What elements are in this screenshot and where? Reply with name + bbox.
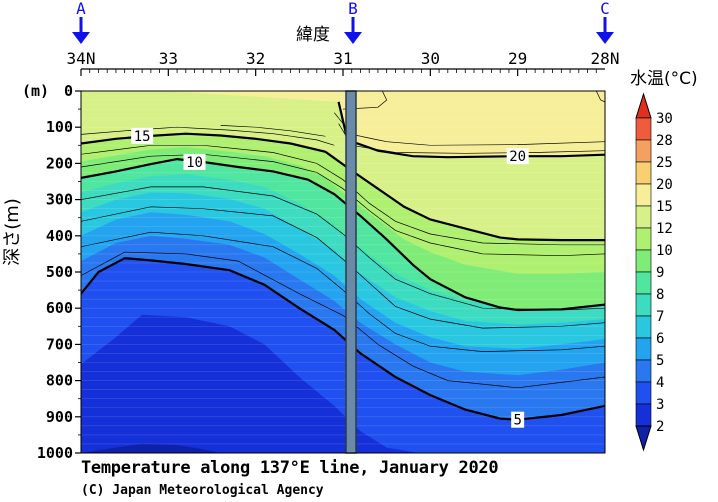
isotherm-5 xyxy=(81,257,605,421)
station-arrow-head-A xyxy=(72,32,90,44)
colorbar-level-label: 15 xyxy=(656,199,673,215)
isotherm-label-5: 5 xyxy=(513,413,521,429)
isotherm-label-bg-20 xyxy=(506,148,529,165)
colorbar-swatch xyxy=(635,249,652,273)
colorbar-bottom-arrow xyxy=(635,425,652,452)
isotherm-label-20: 20 xyxy=(509,149,526,165)
station-b-column xyxy=(345,90,357,454)
isotherm-thin-edge xyxy=(595,91,605,103)
lat-tick-label: 32 xyxy=(246,49,265,68)
station-label-B: B xyxy=(348,0,358,18)
station-label-C: C xyxy=(600,0,610,18)
colorbar-swatch xyxy=(635,359,652,383)
isotherm-label-bg-15 xyxy=(131,127,154,144)
depth-tick-label: 700 xyxy=(46,335,73,353)
plot-area xyxy=(81,91,605,453)
colorbar-level-label: 4 xyxy=(656,375,664,391)
station-arrow-head-C xyxy=(596,32,614,44)
colorbar-level-label: 6 xyxy=(656,331,664,347)
colorbar-swatch xyxy=(635,271,652,295)
chart-credit: (C) Japan Meteorological Agency xyxy=(81,483,324,498)
x-axis-label: 緯度 xyxy=(296,25,330,45)
isotherm-thin-9 xyxy=(220,125,326,137)
depth-tick-label: 1000 xyxy=(37,444,73,462)
colorbar-swatch xyxy=(635,293,652,317)
colorbar-level-label: 7 xyxy=(656,309,664,325)
isotherm-thin-5 xyxy=(81,251,605,389)
colorbar-level-label: 10 xyxy=(656,243,673,259)
depth-tick-label: 300 xyxy=(46,191,73,209)
colorbar-swatch xyxy=(635,403,652,427)
lat-tick-label: 29 xyxy=(508,49,527,68)
colorbar-swatch xyxy=(635,381,652,405)
colorbar-swatch xyxy=(635,205,652,229)
colorbar-level-label: 5 xyxy=(656,353,664,369)
isotherm-label-15: 15 xyxy=(134,129,151,145)
lat-tick-label: 31 xyxy=(333,49,352,68)
colorbar-swatch xyxy=(635,183,652,207)
chart-title: Temperature along 137°E line, January 20… xyxy=(81,458,499,478)
colorbar-swatch xyxy=(635,315,652,339)
depth-tick-label: 600 xyxy=(46,299,73,317)
colorbar-level-label: 8 xyxy=(656,287,664,303)
depth-unit-label: (m) xyxy=(22,82,49,100)
colorbar-swatch xyxy=(635,117,652,141)
colorbar-level-label: 2 xyxy=(656,419,664,435)
colorbar-level-label: 3 xyxy=(656,397,664,413)
lat-tick-label: 28N xyxy=(591,49,620,68)
depth-tick-label: 0 xyxy=(64,82,73,100)
colorbar-level-label: 12 xyxy=(656,221,673,237)
colorbar-swatch xyxy=(635,337,652,361)
isotherm-label-10: 10 xyxy=(186,155,203,171)
colorbar-swatch xyxy=(635,139,652,163)
colorbar-swatch xyxy=(635,161,652,185)
colorbar-level-label: 9 xyxy=(656,265,664,281)
colorbar-level-label: 20 xyxy=(656,177,673,193)
lat-tick-label: 30 xyxy=(421,49,440,68)
depth-tick-label: 500 xyxy=(46,263,73,281)
station-label-A: A xyxy=(76,0,86,18)
depth-tick-label: 200 xyxy=(46,154,73,172)
colorbar-level-label: 25 xyxy=(656,155,673,171)
depth-tick-label: 100 xyxy=(46,118,73,136)
depth-tick-label: 400 xyxy=(46,227,73,245)
colorbar-level-label: 28 xyxy=(656,133,673,149)
isotherm-thin-surface xyxy=(342,91,388,110)
y-axis-label: 深さ(m) xyxy=(2,198,23,266)
station-arrow-head-B xyxy=(344,32,362,44)
lat-tick-label: 34N xyxy=(67,49,96,68)
depth-tick-label: 900 xyxy=(46,408,73,426)
colorbar-swatch xyxy=(635,227,652,251)
isotherm-label-bg-10 xyxy=(183,153,206,170)
colorbar-level-label: 30 xyxy=(656,111,673,127)
colorbar-top-arrow xyxy=(635,92,652,119)
band-20-25 xyxy=(162,91,605,158)
colorbar-title: 水温(°C) xyxy=(630,69,698,89)
depth-tick-label: 800 xyxy=(46,372,73,390)
lat-tick-label: 33 xyxy=(159,49,178,68)
isotherm-label-bg-5 xyxy=(511,411,525,428)
